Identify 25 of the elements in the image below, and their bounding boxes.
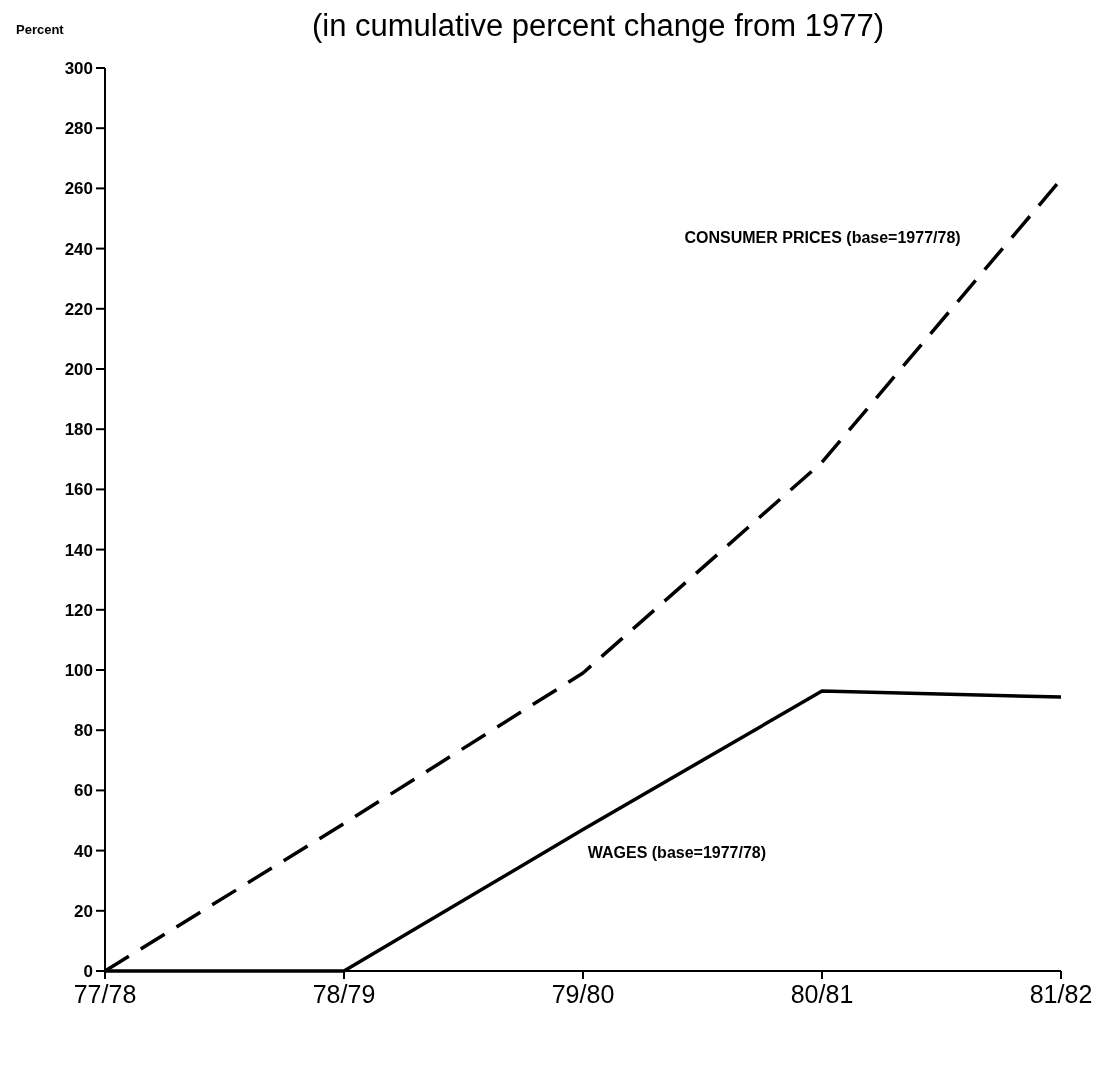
y-tick-label: 80 <box>74 721 93 741</box>
text: CONSUMER PRICES (base=1977/78) <box>684 229 961 247</box>
y-axis-title: Percent <box>16 22 65 37</box>
y-tick-label: 60 <box>74 781 93 801</box>
y-tick-label: 140 <box>64 540 93 560</box>
y-tick-label: 180 <box>64 420 93 440</box>
y-tick-label: 240 <box>64 239 93 259</box>
y-tick-label: 120 <box>64 600 93 620</box>
y-tick-label: 200 <box>64 359 93 379</box>
y-tick-label: 100 <box>64 660 93 680</box>
x-tick-label: 80/81 <box>790 980 854 1008</box>
y-tick-label: 280 <box>64 119 93 139</box>
x-tick-label: 77/78 <box>73 980 137 1008</box>
y-tick-label: 40 <box>74 841 93 861</box>
y-tick-label: 300 <box>64 58 93 78</box>
x-tick-label: 78/79 <box>312 980 376 1008</box>
x-tick-label: 81/82 <box>1029 980 1093 1008</box>
chart-title: (in cumulative percent change from 1977) <box>311 8 885 43</box>
series-label: WAGES (base=1977/78) <box>587 843 767 861</box>
y-tick-label: 20 <box>74 901 93 921</box>
y-tick-label: 0 <box>83 961 93 981</box>
y-tick-label: 260 <box>64 179 93 199</box>
y-tick-label: 220 <box>64 299 93 319</box>
x-tick-label: 79/80 <box>551 980 615 1008</box>
y-tick-label: 160 <box>64 480 93 500</box>
